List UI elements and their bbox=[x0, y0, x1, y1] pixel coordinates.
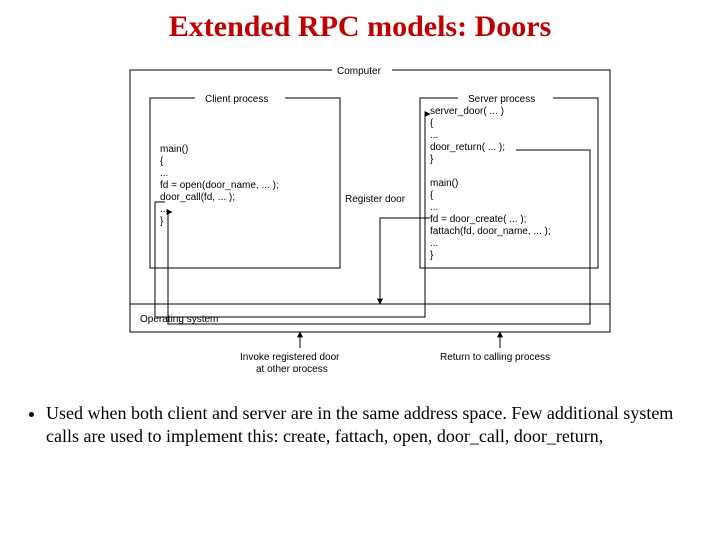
svg-text:{: { bbox=[160, 156, 164, 167]
svg-text:door_call(fd, ... );: door_call(fd, ... ); bbox=[160, 192, 235, 203]
invoke-label-1: Invoke registered door bbox=[240, 352, 340, 363]
svg-text:main(): main() bbox=[160, 144, 188, 155]
bullet-item: Used when both client and server are in … bbox=[46, 402, 702, 447]
svg-text:...: ... bbox=[430, 202, 438, 213]
svg-text:...: ... bbox=[430, 130, 438, 141]
svg-text:main(): main() bbox=[430, 178, 458, 189]
svg-text:door_return( ... );: door_return( ... ); bbox=[430, 142, 505, 153]
svg-text:fattach(fd, door_name, ... );: fattach(fd, door_name, ... ); bbox=[430, 226, 551, 237]
server-code-top: server_door( ... ) { ... door_return( ..… bbox=[430, 106, 505, 165]
client-label: Client process bbox=[205, 94, 268, 105]
doors-diagram: Computer Client process Server process O… bbox=[80, 52, 640, 372]
svg-text:{: { bbox=[430, 118, 434, 129]
svg-text:fd = open(door_name, ... );: fd = open(door_name, ... ); bbox=[160, 180, 279, 191]
svg-text:server_door( ... ): server_door( ... ) bbox=[430, 106, 504, 117]
svg-text:...: ... bbox=[160, 168, 168, 179]
svg-text:fd = door_create( ... );: fd = door_create( ... ); bbox=[430, 214, 526, 225]
register-door-label: Register door bbox=[345, 194, 406, 205]
svg-text:}: } bbox=[430, 154, 434, 165]
svg-text:}: } bbox=[430, 250, 434, 261]
door-return-arrow bbox=[168, 150, 590, 324]
page-title: Extended RPC models: Doors bbox=[0, 10, 720, 44]
svg-text:}: } bbox=[160, 216, 164, 227]
svg-text:...: ... bbox=[430, 238, 438, 249]
client-code: main() { ... fd = open(door_name, ... );… bbox=[160, 144, 279, 227]
invoke-label-2: at other process bbox=[256, 364, 328, 372]
return-label: Return to calling process bbox=[440, 352, 550, 363]
svg-text:...: ... bbox=[160, 204, 168, 215]
os-label: Operating system bbox=[140, 314, 218, 325]
register-door-arrow bbox=[380, 218, 430, 304]
server-label: Server process bbox=[468, 94, 535, 105]
door-call-arrow bbox=[155, 114, 430, 317]
server-code-bottom: main() { ... fd = door_create( ... ); fa… bbox=[430, 178, 551, 261]
svg-text:{: { bbox=[430, 190, 434, 201]
computer-label: Computer bbox=[337, 66, 382, 77]
bullet-list: Used when both client and server are in … bbox=[18, 402, 702, 447]
